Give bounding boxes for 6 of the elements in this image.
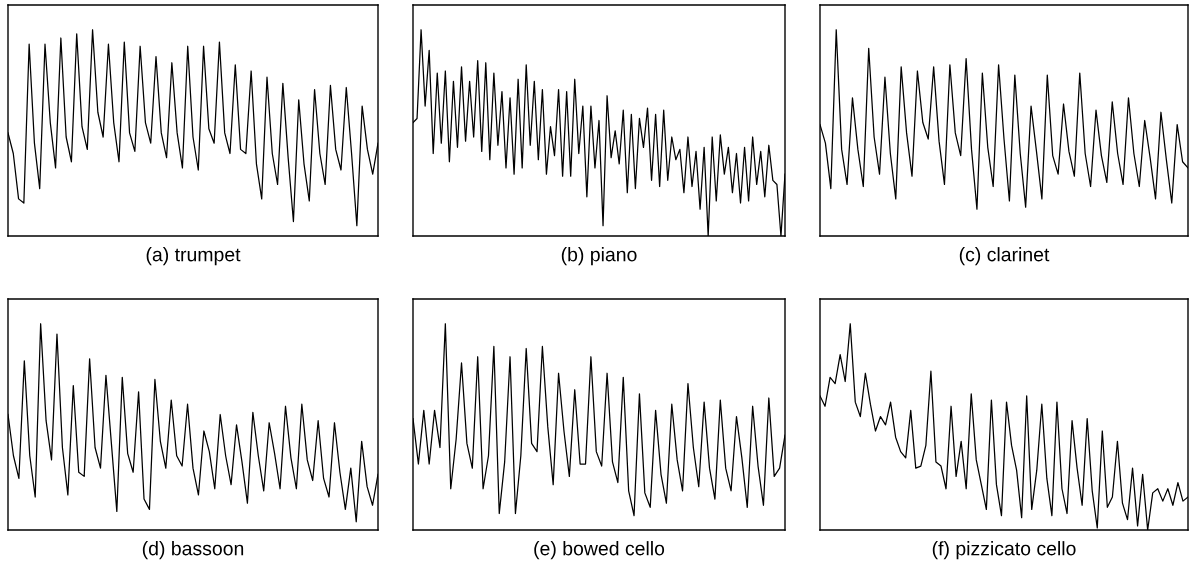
x-axis-title: (a) trumpet	[146, 247, 241, 266]
x-axis-title: (d) bassoon	[142, 541, 244, 560]
x-axis-title: (e) bowed cello	[534, 541, 665, 560]
x-axis-title: (f) pizzicato cello	[932, 541, 1076, 560]
x-axis-title: (b) piano	[561, 247, 637, 266]
x-axis-title: (c) clarinet	[959, 247, 1050, 266]
